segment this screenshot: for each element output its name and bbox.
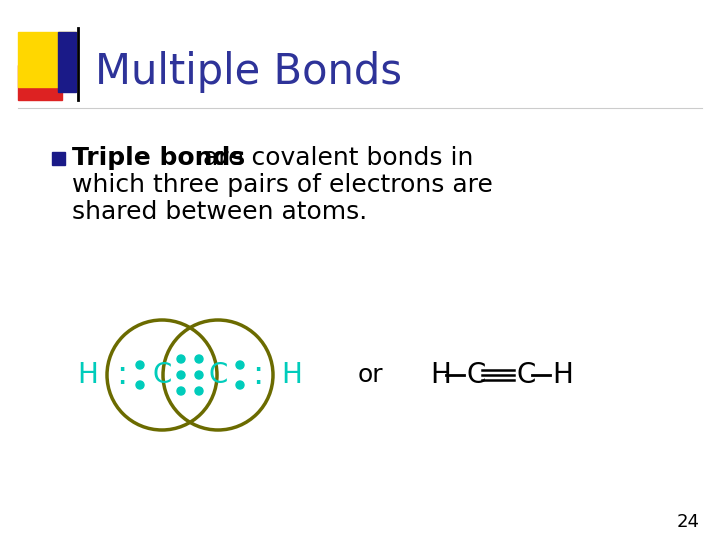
Text: 24: 24	[677, 513, 700, 531]
Text: shared between atoms.: shared between atoms.	[72, 200, 367, 224]
Circle shape	[195, 387, 203, 395]
Circle shape	[195, 355, 203, 363]
Bar	[18, 32, 76, 87]
Text: Multiple Bonds: Multiple Bonds	[95, 51, 402, 93]
Circle shape	[236, 361, 244, 369]
Text: H: H	[430, 361, 451, 389]
Text: H: H	[282, 361, 302, 389]
Bar	[52, 152, 65, 165]
Circle shape	[136, 381, 144, 389]
Text: C: C	[516, 361, 536, 389]
Text: :: :	[117, 359, 127, 392]
Text: or: or	[357, 363, 383, 387]
Circle shape	[177, 355, 185, 363]
Circle shape	[236, 381, 244, 389]
Text: C: C	[466, 361, 485, 389]
Text: H: H	[78, 361, 99, 389]
Bar	[18, 65, 62, 100]
Text: which three pairs of electrons are: which three pairs of electrons are	[72, 173, 493, 197]
Text: are covalent bonds in: are covalent bonds in	[187, 146, 473, 170]
Text: C: C	[153, 361, 171, 389]
Text: H: H	[552, 361, 573, 389]
Circle shape	[136, 361, 144, 369]
Circle shape	[195, 371, 203, 379]
Circle shape	[177, 371, 185, 379]
Text: Triple bonds: Triple bonds	[72, 146, 245, 170]
Bar	[58, 32, 76, 92]
Circle shape	[177, 387, 185, 395]
Text: C: C	[208, 361, 228, 389]
Text: :: :	[253, 359, 264, 392]
